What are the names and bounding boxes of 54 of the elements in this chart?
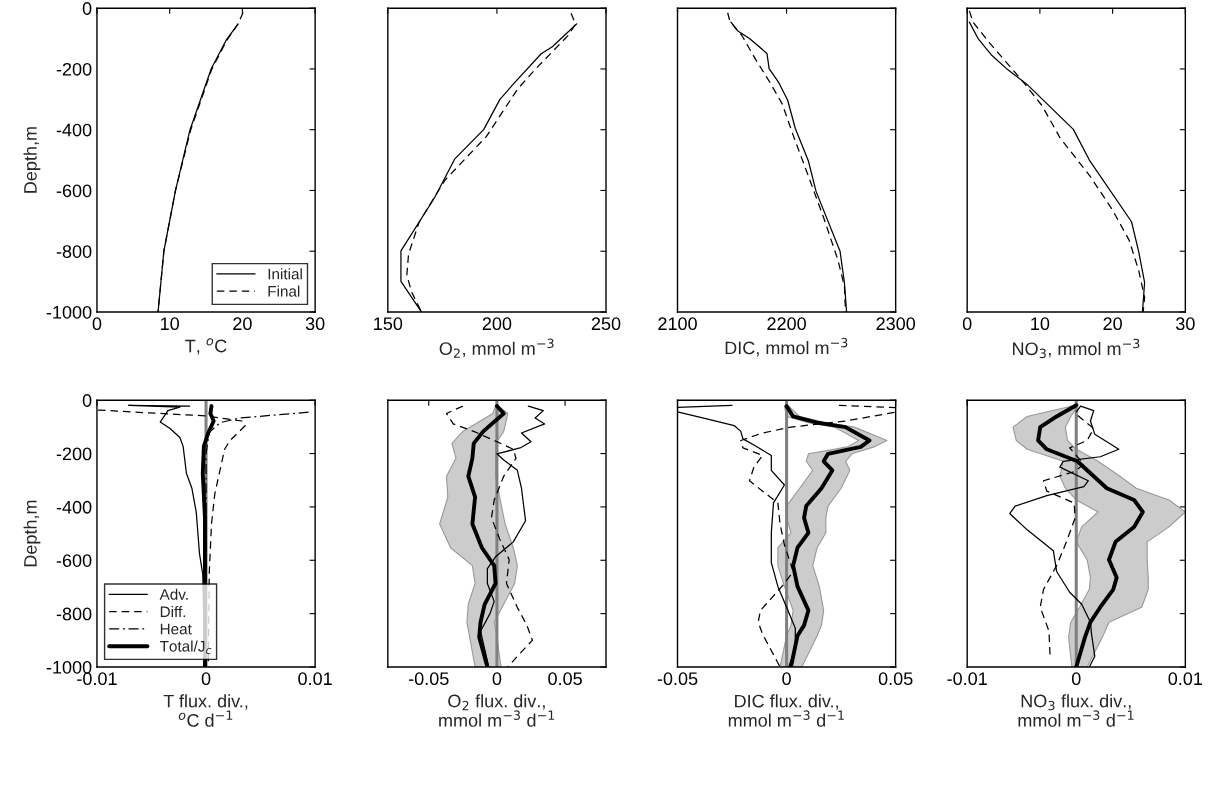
x-tick-label: -0.01 <box>947 672 987 686</box>
x-tick-label: 10 <box>1031 317 1050 331</box>
y-tick-label: 0 <box>82 2 92 15</box>
y-tick-label: -400 <box>56 500 92 514</box>
legend-label: Initial <box>268 268 302 280</box>
y-axis-title: Depth,m <box>23 500 41 567</box>
y-tick-label: 0 <box>82 394 92 407</box>
x-tick-label: 200 <box>482 317 512 331</box>
x-tick-label: -0.05 <box>408 672 449 686</box>
x-tick-label: 0.01 <box>1168 672 1203 686</box>
x-tick-label: 2200 <box>767 317 806 331</box>
x-axis-title: O$_{2}$, mmol m$^{−3}$ <box>439 338 554 358</box>
y-tick-label: -1000 <box>46 305 92 319</box>
x-tick-label: 0 <box>201 672 211 686</box>
y-tick-label: -800 <box>56 245 92 258</box>
legend-label: Diff. <box>160 605 186 617</box>
x-tick-label: 2100 <box>658 317 697 331</box>
x-axis-title: DIC flux. div., mmol m$^{−3}$ d$^{−1}$ <box>728 694 844 727</box>
x-tick-label: 0 <box>492 672 502 686</box>
y-axis-title: Depth,m <box>23 127 41 193</box>
x-tick-label: 0.01 <box>298 672 332 686</box>
x-tick-label: -0.01 <box>77 672 117 686</box>
x-tick-label: 0.05 <box>878 672 913 686</box>
y-tick-label: -600 <box>56 184 92 198</box>
x-tick-label: 0 <box>1071 672 1081 686</box>
x-axis-title: T, $^{o}$C <box>185 338 227 355</box>
x-tick-label: 150 <box>374 317 403 331</box>
y-tick-label: -1000 <box>46 660 92 674</box>
x-tick-label: 20 <box>1103 317 1122 331</box>
x-tick-label: 0 <box>962 317 972 331</box>
x-axis-title: NO$_{3}$, mmol m$^{−3}$ <box>1013 338 1140 359</box>
x-axis-title: T flux. div., $^{o}$C d$^{−1}$ <box>163 694 248 727</box>
legend-label: Heat <box>160 623 192 635</box>
y-tick-label: -200 <box>56 447 92 461</box>
x-axis-title: DIC, mmol m$^{−3}$ <box>725 337 848 357</box>
legend-label: Final <box>268 285 300 297</box>
y-tick-label: -800 <box>56 607 92 621</box>
x-tick-label: 0 <box>782 672 791 686</box>
y-tick-label: -400 <box>56 123 92 137</box>
x-tick-label: 10 <box>161 317 180 331</box>
x-tick-label: 30 <box>305 317 325 331</box>
x-axis-title: O$_{2}$ flux. div., mmol m$^{−3}$ d$^{−1}$ <box>439 694 555 727</box>
x-tick-label: 0.05 <box>548 672 582 686</box>
x-tick-label: 2300 <box>876 317 916 331</box>
x-axis-title: NO$_{3}$ flux. div., mmol m$^{−3}$ d$^{−1}$ <box>1018 694 1134 727</box>
x-tick-label: -0.05 <box>657 672 698 686</box>
x-tick-label: 0 <box>92 317 102 331</box>
x-tick-label: 20 <box>233 317 252 331</box>
legend-label: Total/J$_{c}$ <box>159 640 212 655</box>
y-tick-label: -200 <box>56 62 92 76</box>
y-tick-label: -600 <box>56 554 92 567</box>
legend-label: Adv. <box>159 588 188 600</box>
x-tick-label: 30 <box>1175 317 1195 331</box>
x-tick-label: 250 <box>591 317 621 331</box>
